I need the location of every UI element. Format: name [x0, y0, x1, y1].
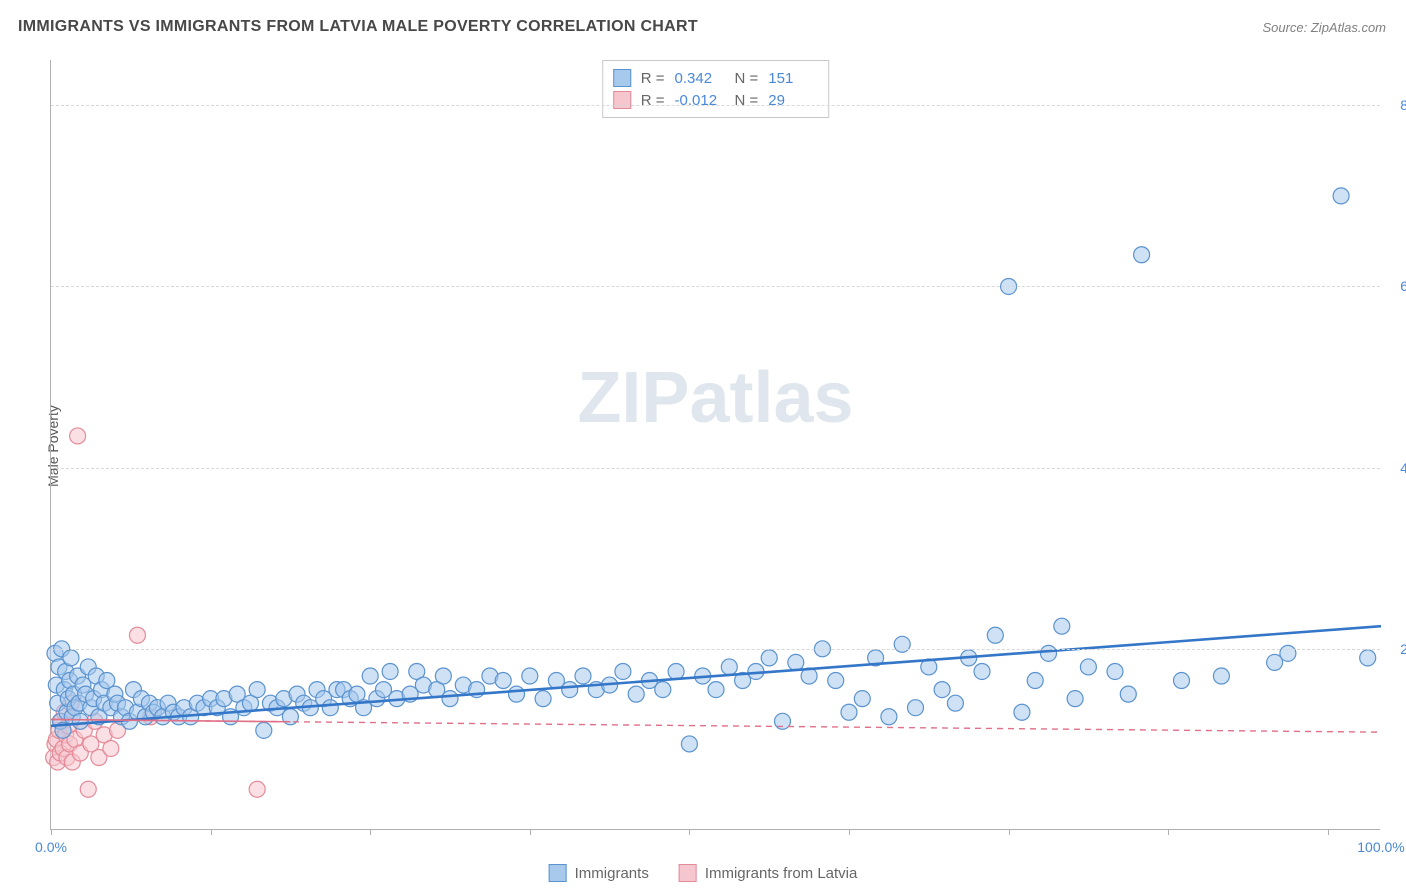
legend-item-series1: Immigrants — [549, 864, 649, 882]
plot-area: ZIPatlas R = 0.342 N = 151 R = -0.012 N … — [50, 60, 1380, 830]
legend-label-series2: Immigrants from Latvia — [705, 865, 858, 882]
x-tick-label: 0.0% — [35, 839, 67, 855]
scatter-svg — [51, 60, 1380, 829]
x-tick-label: 100.0% — [1357, 839, 1404, 855]
swatch-series2-icon — [679, 864, 697, 882]
y-tick-label: 40.0% — [1385, 460, 1406, 476]
bottom-legend: Immigrants Immigrants from Latvia — [549, 864, 858, 882]
y-tick-label: 80.0% — [1385, 97, 1406, 113]
y-tick-label: 60.0% — [1385, 278, 1406, 294]
legend-item-series2: Immigrants from Latvia — [679, 864, 858, 882]
legend-label-series1: Immigrants — [575, 865, 649, 882]
swatch-series1-icon — [549, 864, 567, 882]
chart-title: IMMIGRANTS VS IMMIGRANTS FROM LATVIA MAL… — [18, 18, 698, 36]
y-tick-label: 20.0% — [1385, 641, 1406, 657]
source-credit: Source: ZipAtlas.com — [1262, 20, 1386, 35]
